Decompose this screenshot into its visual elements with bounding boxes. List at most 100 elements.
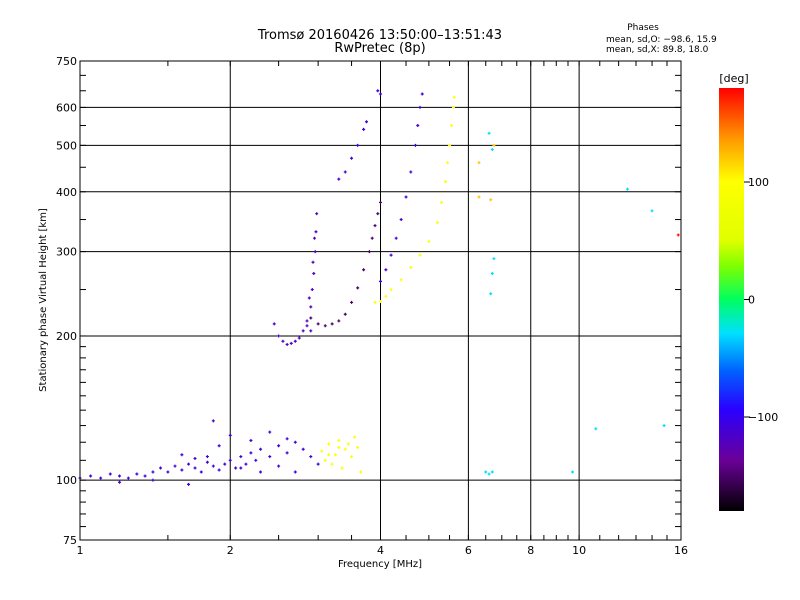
data-point xyxy=(489,198,493,202)
data-point xyxy=(376,89,380,93)
stats-o-mode: mean, sd,O: −98.6, 15.9 xyxy=(606,35,717,45)
data-point xyxy=(89,474,93,478)
data-point xyxy=(234,466,238,470)
data-point xyxy=(327,442,331,446)
data-point xyxy=(359,470,363,474)
y-tick-label: 400 xyxy=(56,186,77,199)
x-tick-label: 10 xyxy=(572,544,586,557)
data-point xyxy=(316,322,320,326)
data-point xyxy=(285,342,289,346)
data-point xyxy=(356,445,360,449)
data-point xyxy=(126,476,130,480)
data-point xyxy=(399,218,403,222)
x-tick-labels: 1 2 4 6 8 10 16 xyxy=(77,544,689,557)
data-point xyxy=(446,161,450,165)
data-point xyxy=(427,239,431,243)
data-point xyxy=(239,466,243,470)
data-point xyxy=(99,476,103,480)
data-point xyxy=(166,470,170,474)
data-point xyxy=(490,148,494,152)
data-point xyxy=(135,472,139,476)
y-axis-label: Stationary phase Virtual Height [km] xyxy=(38,208,49,392)
data-point xyxy=(330,322,334,326)
data-point xyxy=(193,456,197,460)
data-point xyxy=(187,482,191,486)
data-point xyxy=(343,170,347,174)
data-point xyxy=(285,451,289,455)
data-point xyxy=(228,458,232,462)
data-point xyxy=(193,466,197,470)
data-point xyxy=(305,324,309,328)
data-point xyxy=(350,156,354,160)
x-axis-label: Frequency [MHz] xyxy=(338,559,422,570)
data-point xyxy=(420,92,424,96)
stats-x-mode: mean, sd,X: 89.8, 18.0 xyxy=(606,45,709,55)
x-tick-label: 1 xyxy=(77,544,84,557)
data-point xyxy=(337,177,341,181)
data-point xyxy=(309,305,313,309)
data-point xyxy=(484,470,488,474)
axis-ticks xyxy=(79,60,682,540)
y-tick-label: 600 xyxy=(56,101,77,114)
data-point xyxy=(217,468,221,472)
colorbar-ticks: 100 0 −100 xyxy=(744,176,778,424)
data-point xyxy=(249,439,253,442)
data-point xyxy=(293,470,297,474)
data-points xyxy=(78,89,680,486)
data-point xyxy=(187,462,191,466)
data-point xyxy=(362,268,366,272)
data-point xyxy=(249,451,253,455)
data-point xyxy=(394,236,398,240)
y-tick-label: 500 xyxy=(56,139,77,152)
data-point xyxy=(343,447,347,451)
data-point xyxy=(277,334,281,338)
data-point xyxy=(389,288,393,292)
data-point xyxy=(370,236,374,240)
x-tick-label: 16 xyxy=(674,544,688,557)
data-point xyxy=(343,312,347,316)
data-point xyxy=(151,470,155,474)
x-tick-label: 4 xyxy=(377,544,384,557)
data-point xyxy=(452,95,456,99)
stats-title: Phases xyxy=(627,23,659,33)
y-tick-label: 300 xyxy=(56,246,77,259)
data-point xyxy=(490,470,494,474)
data-point xyxy=(676,233,680,237)
x-tick-label: 2 xyxy=(227,544,234,557)
data-point xyxy=(353,435,357,439)
data-point xyxy=(413,143,417,147)
data-point xyxy=(314,230,318,234)
data-point xyxy=(489,292,493,296)
data-point xyxy=(239,455,243,459)
data-point xyxy=(384,294,388,298)
data-point xyxy=(277,444,281,448)
y-tick-label: 200 xyxy=(56,330,77,343)
data-point xyxy=(356,286,360,290)
data-point xyxy=(254,458,258,462)
data-point xyxy=(492,257,496,261)
data-point xyxy=(205,455,209,459)
data-point xyxy=(373,224,377,228)
data-point xyxy=(223,462,227,466)
data-point xyxy=(477,161,481,165)
data-point xyxy=(340,466,344,470)
chart-title: Tromsø 20160426 13:50:00–13:51:43 xyxy=(257,28,502,43)
data-point xyxy=(312,272,316,276)
data-point xyxy=(205,460,209,464)
data-point xyxy=(492,143,496,147)
data-point xyxy=(268,455,272,459)
data-point xyxy=(379,300,382,304)
data-point xyxy=(309,329,313,333)
data-point xyxy=(625,187,629,191)
data-point xyxy=(173,464,177,468)
data-point xyxy=(217,444,221,448)
data-point xyxy=(180,453,184,457)
data-point xyxy=(418,253,422,257)
data-point xyxy=(350,455,354,459)
y-tick-label: 75 xyxy=(63,534,77,547)
data-point xyxy=(487,472,491,476)
data-point xyxy=(376,212,380,216)
data-point xyxy=(337,319,341,323)
data-point xyxy=(444,180,448,184)
data-point xyxy=(281,339,285,343)
